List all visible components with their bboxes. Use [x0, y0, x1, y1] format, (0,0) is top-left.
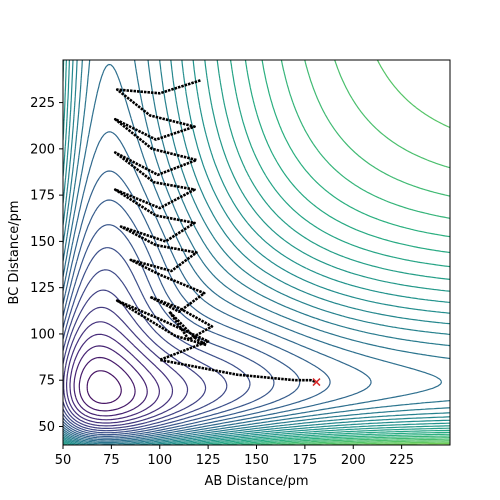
y-tick-label: 125: [30, 281, 55, 296]
contour-line: [63, 199, 301, 437]
x-tick-label: 150: [244, 453, 269, 468]
contour-line: [63, 60, 450, 445]
y-tick-label: 50: [38, 420, 55, 435]
contour-line: [63, 60, 450, 445]
y-axis-ticks: 50 75 100 125 150 175 200 225: [30, 96, 63, 435]
contour-line: [63, 60, 450, 445]
y-tick-label: 100: [30, 327, 55, 342]
y-tick-label: 225: [30, 96, 55, 111]
contour-line: [63, 306, 189, 427]
x-tick-label: 175: [292, 453, 317, 468]
contour-line: [78, 356, 136, 412]
contour-line: [73, 345, 148, 417]
contour-line: [63, 269, 228, 432]
endpoint-marker: [312, 378, 321, 387]
contour-line: [86, 370, 122, 404]
contour-line: [238, 60, 450, 445]
contour-line: [274, 60, 450, 445]
contour-line: [66, 321, 174, 424]
x-tick-label: 100: [147, 453, 172, 468]
contour-line: [63, 247, 251, 434]
y-axis-label: BC Distance/pm: [7, 200, 22, 304]
contour-line: [63, 170, 331, 439]
contour-line: [63, 60, 450, 445]
contour-line: [63, 60, 450, 444]
y-tick-label: 150: [30, 235, 55, 250]
x-tick-label: 75: [103, 453, 120, 468]
x-axis-label: AB Distance/pm: [204, 474, 308, 489]
y-tick-label: 75: [38, 374, 55, 389]
x-tick-label: 50: [55, 453, 72, 468]
trajectory-layer: [113, 79, 321, 387]
x-tick-label: 125: [196, 453, 221, 468]
trajectory-line: [113, 79, 317, 384]
x-axis-ticks: 50 75 100 125 150 175 200 225: [55, 445, 414, 468]
contour-line: [255, 60, 450, 445]
contour-line: [209, 60, 450, 445]
contour-lines: [63, 60, 450, 445]
contour-line: [63, 60, 450, 445]
y-tick-label: 200: [30, 142, 55, 157]
contour-line: [63, 131, 372, 441]
contour-line: [223, 60, 450, 445]
x-tick-label: 225: [389, 453, 414, 468]
x-tick-label: 200: [341, 453, 366, 468]
contour-line: [69, 333, 160, 421]
contour-line: [63, 60, 450, 445]
y-tick-label: 175: [30, 189, 55, 204]
contour-line: [296, 60, 450, 445]
